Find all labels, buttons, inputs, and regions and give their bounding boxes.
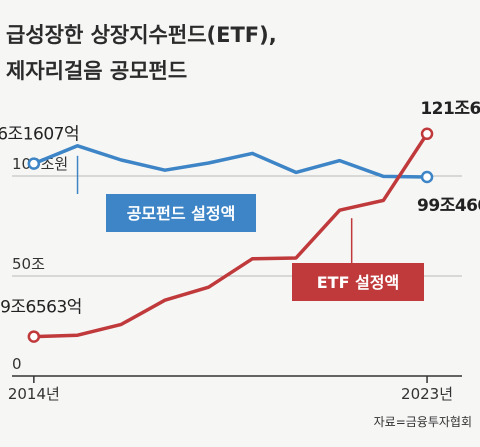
value-annotation: 106조1607억	[0, 125, 79, 145]
series	[27, 127, 434, 343]
labels: 106조1607억 99조4601억원 19조6563억 121조672억원공모펀드 …	[0, 99, 480, 318]
value-annotation: 99조4601억원	[417, 196, 480, 216]
y-tick-label: 50조	[12, 255, 45, 273]
chart-title-line-1: 급성장한 상장지수펀드(ETF),	[6, 23, 277, 47]
series-label-public-fund-text: 공모펀드 설정액	[127, 204, 236, 223]
value-annotation: 19조6563억	[0, 298, 82, 318]
y-tick-label: 0	[12, 355, 22, 373]
series-line	[32, 144, 429, 179]
source-note: 자료=금융투자협회	[374, 415, 472, 429]
series-label-etf-box	[292, 263, 424, 301]
series-line	[32, 132, 429, 339]
series-endpoint-marker	[420, 170, 434, 184]
series-label-public-fund-box	[106, 194, 256, 232]
series-endpoint-marker	[420, 127, 434, 141]
x-tick-label: 2014년	[8, 385, 60, 403]
series-label-etf-text: ETF 설정액	[317, 273, 400, 292]
x-tick-label: 2023년	[401, 385, 453, 403]
axes: 0 50조 100조원 2014년 2023년	[8, 155, 462, 403]
y-tick-label: 100조원	[12, 155, 68, 173]
series-endpoint-marker	[27, 330, 41, 343]
series-endpoint-marker	[27, 157, 41, 170]
chart-title-line-2: 제자리걸음 공모펀드	[6, 59, 187, 83]
value-annotation: 121조672억원	[420, 99, 480, 119]
